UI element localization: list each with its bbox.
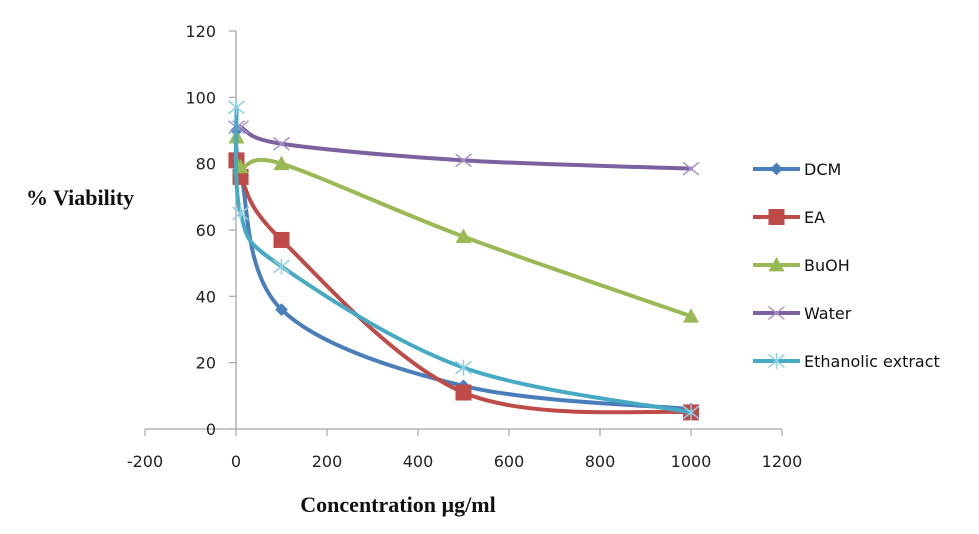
legend-label-buoh: BuOH bbox=[804, 256, 850, 275]
series-line-ethanolic-extract bbox=[233, 105, 693, 415]
data-point-buoh bbox=[273, 155, 290, 171]
x-tick-label: -200 bbox=[127, 452, 163, 471]
legend-marker-buoh bbox=[768, 257, 785, 272]
data-point-ethanolic-extract bbox=[273, 258, 290, 275]
legend-label-water: Water bbox=[804, 304, 852, 323]
data-point-buoh bbox=[683, 308, 699, 323]
data-point-ethanolic-extract bbox=[227, 99, 245, 116]
legend: DCM EA BuOH Water Ethanolic extract bbox=[753, 160, 940, 371]
data-point-water bbox=[273, 136, 290, 151]
series-water bbox=[227, 120, 700, 176]
legend-marker-ethanolic-extract bbox=[768, 353, 785, 369]
series-ethanolic-extract bbox=[227, 99, 700, 421]
series-layer bbox=[227, 99, 700, 421]
axes: -200 0 200 400 600 800 1000 1200 0 20 40 60 80 100 120 bbox=[127, 22, 803, 471]
y-tick-label: 0 bbox=[206, 420, 216, 439]
y-tick-label: 80 bbox=[196, 155, 216, 174]
y-tick-label: 100 bbox=[185, 88, 216, 107]
legend-label-ethanolic-extract: Ethanolic extract bbox=[804, 352, 940, 371]
x-tick-label: 800 bbox=[585, 452, 616, 471]
x-tick-label: 1000 bbox=[671, 452, 712, 471]
legend-marker-water bbox=[768, 306, 785, 320]
y-tick-label: 120 bbox=[185, 22, 216, 41]
y-axis-title: % Viability bbox=[26, 185, 134, 210]
series-buoh bbox=[228, 129, 699, 323]
data-point-ethanolic-extract bbox=[682, 404, 700, 421]
series-line-water bbox=[233, 123, 693, 171]
legend-label-ea: EA bbox=[804, 208, 825, 227]
data-point-buoh bbox=[455, 228, 472, 244]
y-tick-label: 40 bbox=[196, 287, 216, 306]
x-axis-title: Concentration µg/ml bbox=[300, 492, 495, 517]
legend-marker-dcm bbox=[770, 162, 783, 176]
legend-item-buoh: BuOH bbox=[753, 256, 850, 275]
data-point-water bbox=[455, 153, 472, 168]
x-tick-label: 400 bbox=[403, 452, 434, 471]
y-tick-label: 60 bbox=[196, 221, 216, 240]
data-point-water bbox=[682, 161, 700, 176]
data-point-ea bbox=[455, 384, 472, 401]
data-point-ethanolic-extract bbox=[232, 205, 250, 222]
data-point-ea bbox=[273, 231, 290, 248]
legend-item-ea: EA bbox=[753, 208, 825, 227]
legend-label-dcm: DCM bbox=[804, 160, 841, 179]
x-tick-label: 600 bbox=[494, 452, 525, 471]
legend-item-water: Water bbox=[753, 304, 852, 323]
data-point-ethanolic-extract bbox=[455, 359, 472, 376]
x-tick-label: 0 bbox=[231, 452, 241, 471]
legend-marker-ea bbox=[768, 209, 785, 225]
x-tick-label: 200 bbox=[312, 452, 343, 471]
data-point-dcm bbox=[275, 303, 288, 316]
legend-item-dcm: DCM bbox=[753, 160, 841, 179]
legend-item-ethanolic-extract: Ethanolic extract bbox=[753, 352, 940, 371]
series-line-buoh bbox=[233, 135, 693, 319]
y-tick-label: 20 bbox=[196, 354, 216, 373]
x-tick-label: 1200 bbox=[762, 452, 803, 471]
